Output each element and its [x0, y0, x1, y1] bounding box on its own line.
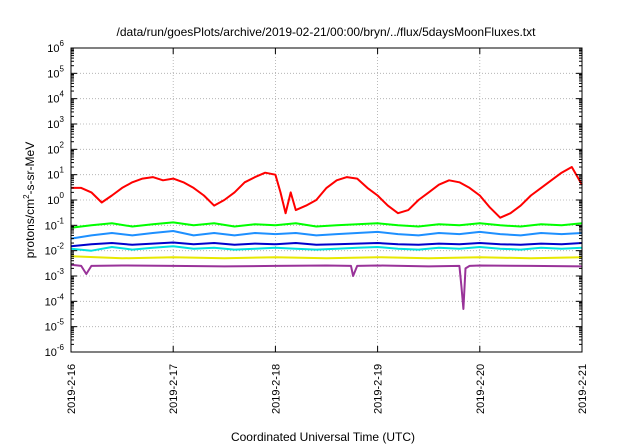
y-tick-exponent: -2 — [57, 242, 65, 251]
series-line-5 — [70, 241, 583, 248]
y-tick-label: 103 — [47, 115, 64, 131]
y-tick-exponent: 0 — [60, 191, 65, 200]
series-group — [70, 166, 583, 310]
x-tick-label: 2019-2-18 — [270, 364, 282, 414]
y-tick-label: 10-5 — [45, 318, 65, 334]
series-line-2 — [70, 221, 583, 229]
y-tick-exponent: 3 — [60, 115, 65, 124]
y-tick-label: 104 — [47, 90, 64, 106]
x-tick-label: 2019-2-19 — [373, 364, 385, 414]
x-axis-label: Coordinated Universal Time (UTC) — [231, 430, 415, 444]
series-line-1 — [71, 166, 583, 219]
y-axis-label-main: protons/cm — [23, 199, 37, 258]
y-axis-label-sup: 2 — [22, 194, 31, 199]
y-tick-label: 101 — [47, 166, 64, 182]
y-tick-base: 10 — [45, 347, 57, 359]
y-tick-base: 10 — [47, 119, 59, 131]
y-tick-exponent: 6 — [60, 39, 65, 48]
x-tick-label: 2019-2-21 — [577, 364, 589, 414]
ticks — [70, 47, 583, 353]
y-tick-exponent: -6 — [57, 343, 65, 352]
y-axis-label-rest: -s-sr-MeV — [23, 142, 37, 195]
y-tick-base: 10 — [45, 220, 57, 232]
series-line-3 — [70, 230, 583, 240]
y-tick-exponent: -3 — [57, 267, 65, 276]
y-tick-exponent: -4 — [57, 292, 65, 301]
y-tick-label: 10-4 — [45, 292, 65, 308]
chart-title: /data/run/goesPlots/archive/2019-02-21/0… — [117, 25, 537, 39]
y-tick-exponent: 1 — [60, 166, 65, 175]
y-tick-base: 10 — [47, 144, 59, 156]
x-tick-labels: 2019-2-16 2019-2-17 2019-2-18 2019-2-19 2019… — [66, 364, 589, 414]
y-tick-base: 10 — [45, 296, 57, 308]
y-tick-base: 10 — [45, 322, 57, 334]
x-tick-label: 2019-2-20 — [475, 364, 487, 414]
y-tick-labels: 10610510410310210110010-110-210-310-410-… — [45, 39, 65, 359]
y-axis-label: protons/cm2-s-sr-MeV — [22, 142, 37, 258]
y-tick-label: 10-6 — [45, 343, 65, 359]
y-tick-exponent: -1 — [57, 216, 65, 225]
series-line-7 — [70, 263, 583, 310]
series-line-6 — [70, 255, 583, 260]
x-tick-label: 2019-2-17 — [168, 364, 180, 414]
y-tick-base: 10 — [47, 43, 59, 55]
y-tick-label: 10-3 — [45, 267, 65, 283]
y-tick-label: 102 — [47, 140, 64, 156]
x-tick-label: 2019-2-16 — [66, 364, 78, 414]
y-tick-exponent: 4 — [60, 90, 65, 99]
grid — [71, 48, 582, 352]
y-tick-base: 10 — [47, 68, 59, 80]
y-tick-base: 10 — [45, 271, 57, 283]
y-tick-base: 10 — [47, 195, 59, 207]
y-tick-label: 105 — [47, 64, 64, 80]
y-tick-label: 100 — [47, 191, 64, 207]
series-line-4 — [70, 245, 583, 252]
y-tick-base: 10 — [47, 94, 59, 106]
y-tick-label: 10-1 — [45, 216, 65, 232]
y-tick-exponent: -5 — [57, 318, 65, 327]
y-tick-label: 106 — [47, 39, 64, 55]
y-tick-exponent: 2 — [60, 140, 65, 149]
y-tick-base: 10 — [45, 246, 57, 258]
y-tick-base: 10 — [47, 170, 59, 182]
y-tick-exponent: 5 — [60, 64, 65, 73]
y-tick-label: 10-2 — [45, 242, 65, 258]
